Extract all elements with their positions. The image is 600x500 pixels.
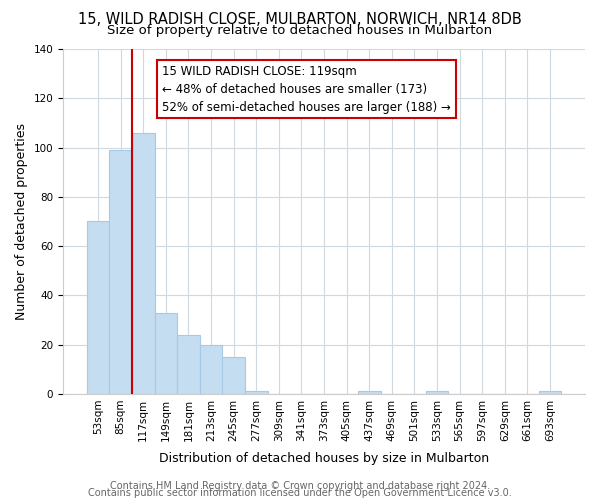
Bar [358, 392, 380, 394]
Bar [425, 392, 448, 394]
Bar [177, 335, 200, 394]
Bar [200, 344, 223, 394]
Bar [87, 222, 109, 394]
Text: Contains public sector information licensed under the Open Government Licence v3: Contains public sector information licen… [88, 488, 512, 498]
Bar [245, 392, 268, 394]
Text: Contains HM Land Registry data © Crown copyright and database right 2024.: Contains HM Land Registry data © Crown c… [110, 481, 490, 491]
Text: 15, WILD RADISH CLOSE, MULBARTON, NORWICH, NR14 8DB: 15, WILD RADISH CLOSE, MULBARTON, NORWIC… [78, 12, 522, 28]
Bar [155, 312, 177, 394]
Bar [132, 133, 155, 394]
Text: Size of property relative to detached houses in Mulbarton: Size of property relative to detached ho… [107, 24, 493, 37]
Bar [109, 150, 132, 394]
Bar [539, 392, 561, 394]
X-axis label: Distribution of detached houses by size in Mulbarton: Distribution of detached houses by size … [159, 452, 489, 465]
Y-axis label: Number of detached properties: Number of detached properties [15, 123, 28, 320]
Bar [223, 357, 245, 394]
Text: 15 WILD RADISH CLOSE: 119sqm
← 48% of detached houses are smaller (173)
52% of s: 15 WILD RADISH CLOSE: 119sqm ← 48% of de… [162, 64, 451, 114]
